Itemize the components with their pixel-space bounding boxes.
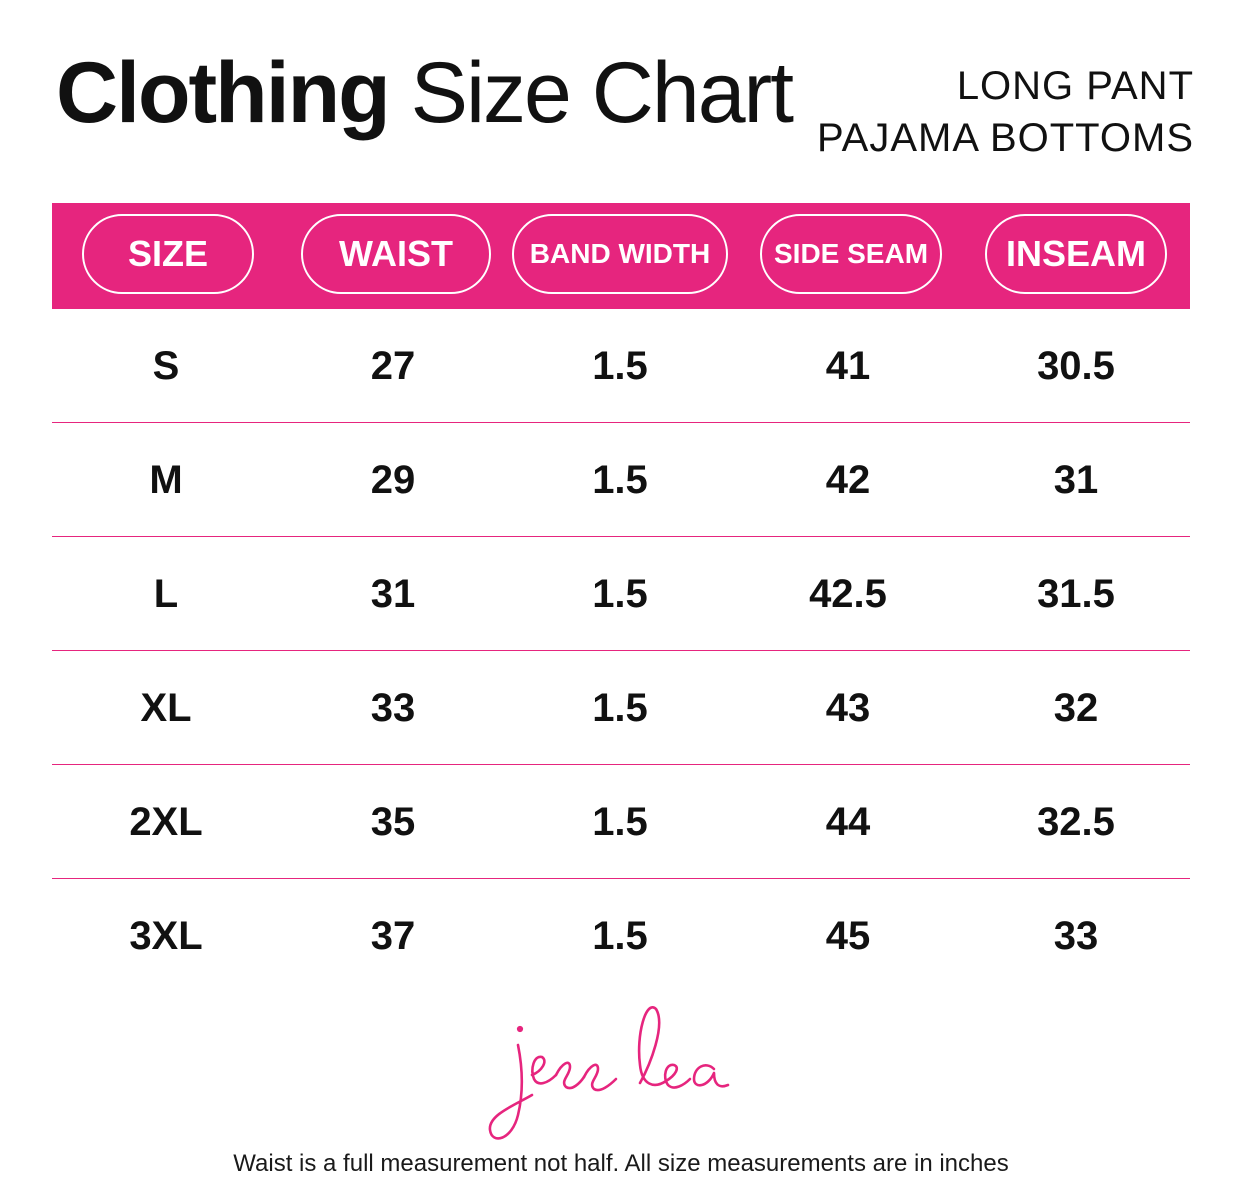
- table-header: SIZE WAIST BAND WIDTH SIDE SEAM INSEAM: [52, 203, 1190, 309]
- cell-waist: 29: [370, 457, 416, 502]
- page-title: Clothing Size Chart: [56, 50, 794, 136]
- table-row: S 27 1.5 41 30.5: [52, 309, 1190, 423]
- cell-size: S: [152, 343, 180, 388]
- cell-band-width: 1.5: [592, 571, 648, 616]
- cell-inseam: 32.5: [1037, 799, 1115, 844]
- table-row: XL 33 1.5 43 32: [52, 651, 1190, 765]
- product-subtitle: LONG PANT PAJAMA BOTTOMS: [817, 60, 1194, 164]
- cell-side-seam: 41: [825, 343, 871, 388]
- header-size: SIZE: [82, 214, 254, 294]
- cell-inseam: 30.5: [1037, 343, 1115, 388]
- cell-band-width: 1.5: [592, 799, 648, 844]
- title-bold: Clothing: [56, 45, 391, 141]
- title-light: Size Chart: [410, 45, 794, 141]
- cell-waist: 33: [370, 685, 416, 730]
- cell-inseam: 31: [1053, 457, 1099, 502]
- cell-size: L: [153, 571, 179, 616]
- subtitle-line-2: PAJAMA BOTTOMS: [816, 116, 1194, 160]
- cell-side-seam: 42.5: [809, 571, 887, 616]
- cell-side-seam: 45: [825, 913, 871, 958]
- cell-inseam: 31.5: [1037, 571, 1115, 616]
- footnote: Waist is a full measurement not half. Al…: [233, 1150, 1009, 1177]
- cell-size: 3XL: [129, 913, 203, 958]
- header-inseam: INSEAM: [985, 214, 1167, 294]
- cell-waist: 27: [370, 343, 416, 388]
- cell-inseam: 33: [1053, 913, 1099, 958]
- table-row: 3XL 37 1.5 45 33: [52, 879, 1190, 993]
- table-row: 2XL 35 1.5 44 32.5: [52, 765, 1190, 879]
- cell-band-width: 1.5: [592, 913, 648, 958]
- size-table-body: S 27 1.5 41 30.5 M 29 1.5 42 31 L 31 1.5…: [52, 309, 1190, 993]
- cell-band-width: 1.5: [592, 343, 648, 388]
- cell-band-width: 1.5: [592, 457, 648, 502]
- table-row: L 31 1.5 42.5 31.5: [52, 537, 1190, 651]
- cell-size: XL: [140, 685, 192, 730]
- table-row: M 29 1.5 42 31: [52, 423, 1190, 537]
- subtitle-line-1: LONG PANT: [956, 64, 1194, 108]
- cell-size: 2XL: [129, 799, 203, 844]
- brand-signature-logo: [488, 1006, 730, 1140]
- cell-size: M: [149, 457, 183, 502]
- cell-side-seam: 43: [825, 685, 871, 730]
- header-band-width: BAND WIDTH: [512, 214, 728, 294]
- cell-band-width: 1.5: [592, 685, 648, 730]
- cell-side-seam: 42: [825, 457, 871, 502]
- header-waist: WAIST: [301, 214, 491, 294]
- cell-waist: 35: [370, 799, 416, 844]
- cell-waist: 31: [370, 571, 416, 616]
- cell-inseam: 32: [1053, 685, 1099, 730]
- cell-waist: 37: [370, 913, 416, 958]
- cell-side-seam: 44: [825, 799, 871, 844]
- header-side-seam: SIDE SEAM: [760, 214, 942, 294]
